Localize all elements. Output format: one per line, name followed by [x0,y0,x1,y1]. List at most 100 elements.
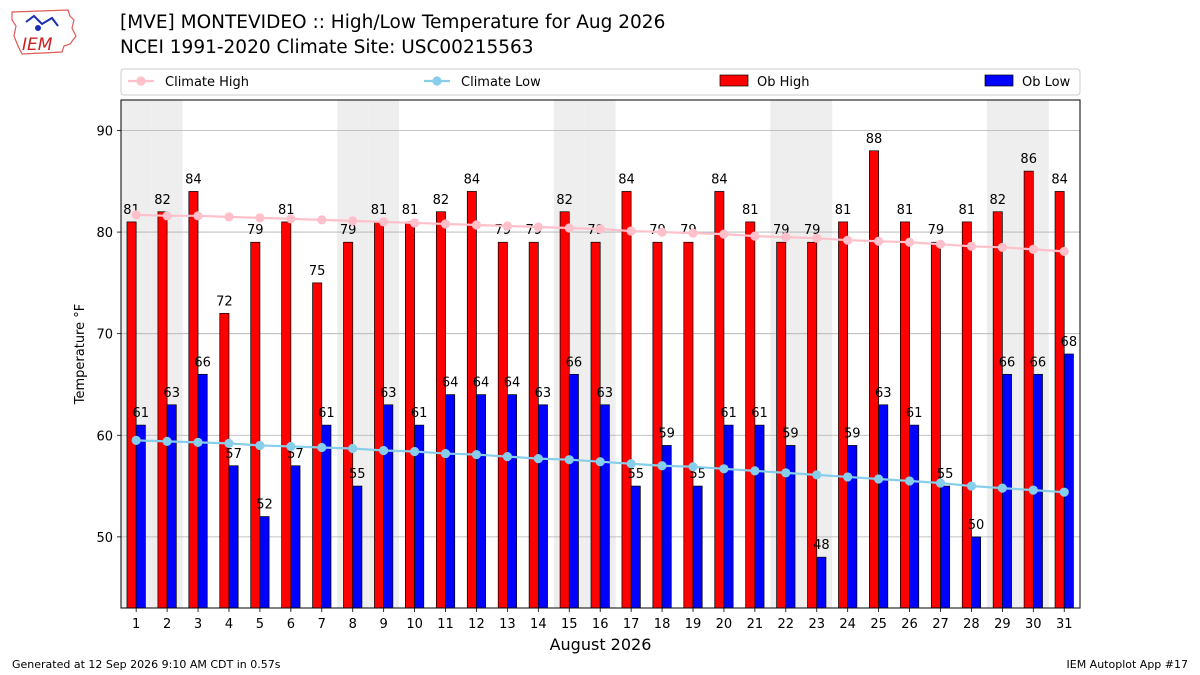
bar-high-17 [621,191,632,609]
bar-high-25 [869,150,879,609]
climate-high-point-24 [843,235,853,245]
climate-high-point-18 [657,227,667,237]
bar-high-5 [250,241,261,609]
bar-low-5 [259,516,270,609]
bar-high-6 [281,221,292,609]
climate-high-point-19 [688,228,698,238]
bar-low-21 [754,424,765,609]
label-low-12: 64 [473,376,490,391]
climate-low-point-12 [471,449,482,460]
legend-climate-high-marker [136,76,146,86]
bar-low-14 [537,404,548,609]
climate-high-point-2 [162,211,172,221]
bar-high-13 [497,241,508,609]
climate-high-point-8 [348,216,358,226]
label-low-10: 61 [411,406,428,421]
y-tick-label-90: 90 [96,124,113,139]
climate-high-point-26 [904,237,915,247]
bar-high-8 [343,241,354,609]
app-label: IEM Autoplot App #17 [1066,658,1189,671]
bar-high-14 [528,241,539,609]
climate-low-point-22 [781,468,791,478]
climate-low-point-2 [162,436,172,446]
climate-low-point-7 [317,442,327,453]
climate-high-point-14 [533,222,543,232]
bar-low-31 [1063,353,1074,609]
bar-low-11 [445,394,456,609]
x-tick-label-12: 12 [468,617,485,632]
x-tick-label-14: 14 [530,617,547,632]
climate-high-point-21 [750,231,760,241]
climate-high-point-9 [379,217,389,227]
label-low-25: 63 [875,386,892,401]
climate-high-point-4 [224,212,234,222]
bar-low-16 [599,404,610,609]
x-tick-label-31: 31 [1056,617,1073,632]
label-high-25: 88 [866,132,883,147]
label-high-7: 75 [309,264,326,279]
bar-low-15 [568,373,579,609]
bar-low-4 [228,465,239,609]
legend-climate-high-label: Climate High [165,75,249,90]
label-low-26: 61 [906,406,923,421]
x-tick-label-20: 20 [716,617,733,632]
y-tick-label-50: 50 [96,531,113,546]
climate-low-point-14 [533,454,543,464]
label-high-8: 79 [340,223,357,238]
generated-timestamp: Generated at 12 Sep 2026 9:10 AM CDT in … [12,658,281,671]
bar-low-1 [135,424,146,609]
legend-ob-high-swatch [719,74,749,87]
climate-low-point-27 [935,478,946,488]
x-tick-label-8: 8 [349,617,357,632]
label-low-1: 61 [132,406,149,421]
label-low-16: 63 [597,386,614,401]
bar-low-25 [878,404,889,609]
label-low-30: 66 [1030,355,1047,370]
label-low-28: 50 [968,518,985,533]
label-high-15: 82 [556,193,573,208]
bar-high-3 [188,191,199,609]
label-low-17: 55 [627,467,644,482]
label-high-2: 82 [154,193,171,208]
label-low-20: 61 [720,406,737,421]
climate-high-point-6 [286,214,296,224]
chart-title: [MVE] MONTEVIDEO :: High/Low Temperature… [120,12,666,33]
climate-low-point-9 [379,445,389,456]
climate-high-point-29 [997,242,1007,252]
climate-low-point-15 [564,455,574,465]
climate-low-point-21 [750,466,760,476]
climate-high-point-1 [131,210,141,220]
climate-high-point-13 [502,221,512,231]
bar-high-30 [1023,170,1034,609]
bar-high-11 [435,211,446,609]
bar-low-26 [909,424,920,609]
x-tick-label-18: 18 [654,617,671,632]
label-high-20: 84 [711,172,728,187]
x-tick-label-22: 22 [778,617,795,632]
label-low-22: 59 [782,426,799,441]
logo-text: IEM [22,35,53,55]
label-high-11: 82 [433,193,450,208]
x-tick-label-16: 16 [592,617,609,632]
label-low-24: 59 [844,426,861,441]
bar-high-16 [590,241,601,609]
bar-high-19 [683,241,694,609]
y-tick-label-70: 70 [96,328,113,343]
bar-low-12 [476,394,487,609]
bar-low-6 [290,465,301,609]
x-tick-label-27: 27 [932,617,949,632]
x-tick-label-17: 17 [623,617,640,632]
y-tick-label-60: 60 [96,429,113,444]
climate-low-point-10 [409,446,420,457]
climate-low-point-28 [966,481,977,491]
x-tick-label-23: 23 [808,617,825,632]
x-tick-label-29: 29 [994,617,1011,632]
label-high-21: 81 [742,203,759,218]
climate-low-point-20 [719,464,729,474]
bar-high-2 [157,211,168,609]
bar-low-9 [383,404,394,609]
legend: Climate High Climate Low Ob High Ob Low [120,68,1081,96]
climate-high-point-30 [1028,244,1038,254]
x-tick-label-19: 19 [685,617,702,632]
